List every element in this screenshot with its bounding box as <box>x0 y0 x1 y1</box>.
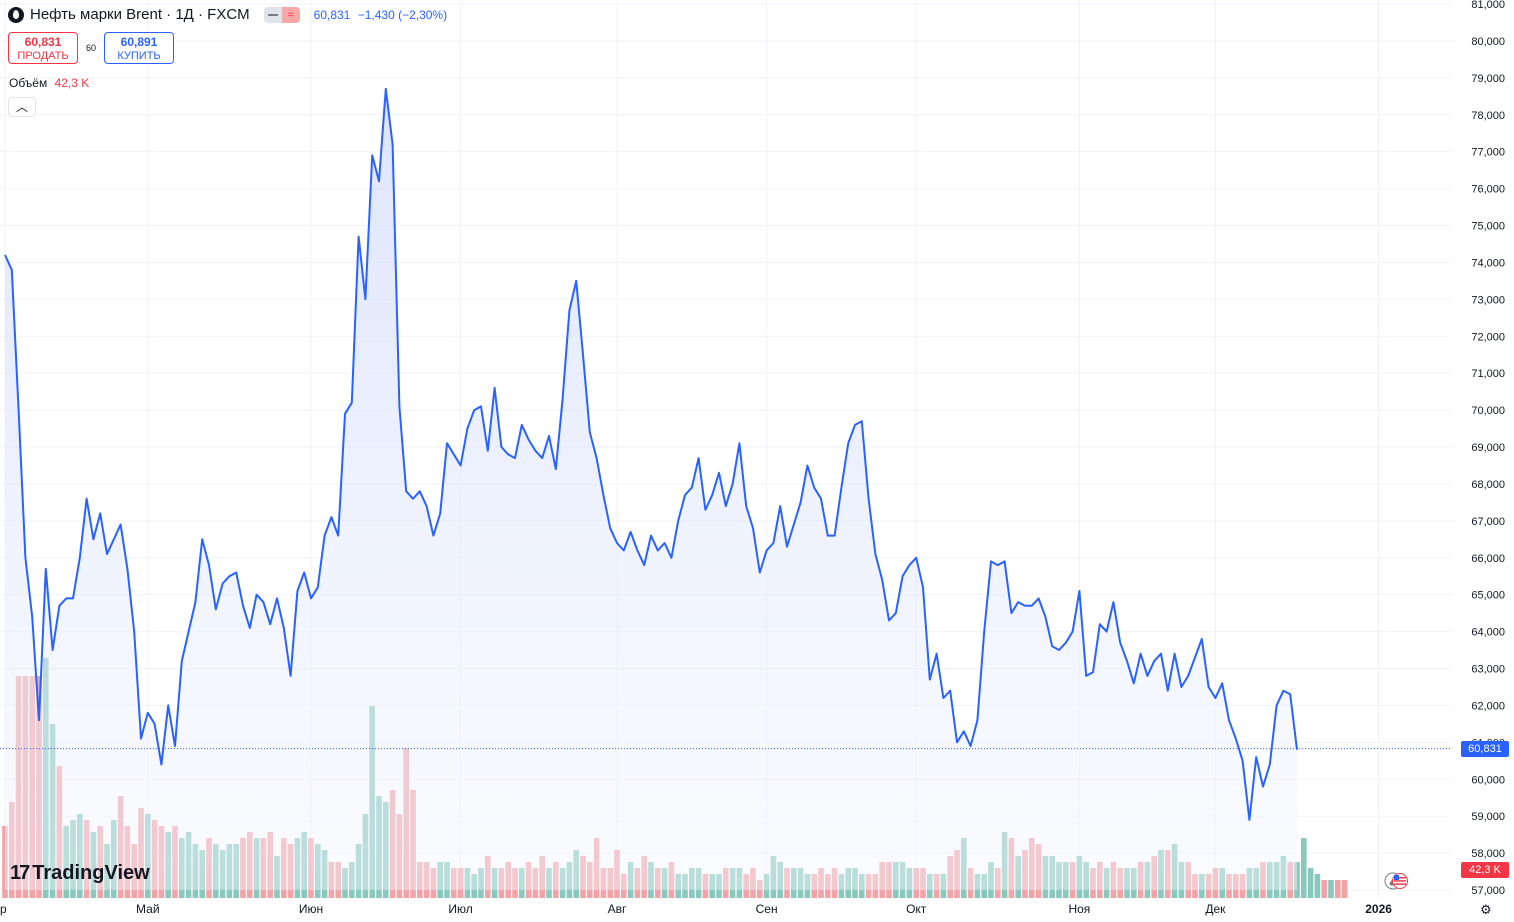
price-tick-label: 73,000 <box>1471 294 1505 306</box>
price-area <box>4 87 1298 890</box>
spread-value: 60 <box>85 43 96 53</box>
volume-bar <box>1341 880 1348 898</box>
time-tick-label: Май <box>136 902 160 916</box>
price-tick-label: 72,000 <box>1471 331 1505 343</box>
chart-header: Нефть марки Brent · 1Д · FXCM ≈ 60,831 −… <box>8 6 447 23</box>
symbol-title[interactable]: Нефть марки Brent · 1Д · FXCM <box>30 6 250 23</box>
last-quote: 60,831 −1,430 (−2,30%) <box>314 8 447 22</box>
time-tick-label: Авг <box>608 902 627 916</box>
logo-text: TradingView <box>32 862 150 884</box>
last-volume-badge: 42,3 K <box>1461 862 1509 878</box>
tv-logo-icon: 17 <box>10 862 30 884</box>
buy-price: 60,891 <box>120 35 158 49</box>
last-price-badge: 60,831 <box>1461 740 1509 757</box>
price-area-fill <box>5 88 1297 890</box>
price-tick-label: 58,000 <box>1471 848 1505 860</box>
chart-mode-toggle[interactable]: ≈ <box>263 6 300 23</box>
volume-bar <box>1301 838 1307 898</box>
time-tick-label: 2026 <box>1365 902 1392 916</box>
time-tick-label: Июн <box>299 902 323 916</box>
volume-value: 42,3 K <box>54 76 90 90</box>
time-tick-label: Дек <box>1205 902 1226 916</box>
price-tick-label: 80,000 <box>1471 36 1505 48</box>
time-tick-label: р <box>0 902 7 916</box>
us-flag-icon[interactable] <box>1384 872 1408 890</box>
price-tick-label: 75,000 <box>1471 221 1505 233</box>
sell-price: 60,831 <box>24 35 62 49</box>
buy-button[interactable]: 60,891 КУПИТЬ <box>104 32 174 64</box>
price-tick-label: 65,000 <box>1471 590 1505 602</box>
price-tick-label: 60,000 <box>1471 774 1505 786</box>
buy-label: КУПИТЬ <box>117 50 161 62</box>
volume-name: Объём <box>9 76 48 90</box>
volume-bar <box>1307 868 1314 898</box>
volume-bar <box>1321 880 1327 898</box>
time-tick-label: Сен <box>756 902 778 916</box>
sell-label: ПРОДАТЬ <box>17 50 69 62</box>
price-change: −1,430 (−2,30%) <box>357 7 448 22</box>
volume-legend[interactable]: Объём 42,3 K <box>9 76 89 90</box>
price-tick-label: 68,000 <box>1471 479 1505 491</box>
price-tick-label: 69,000 <box>1471 442 1505 454</box>
price-tick-label: 64,000 <box>1471 627 1505 639</box>
price-tick-label: 62,000 <box>1471 700 1505 712</box>
collapse-legend-button[interactable]: ︿ <box>8 97 36 117</box>
price-tick-label: 78,000 <box>1471 110 1505 122</box>
price-axis: 57,00058,00059,00060,00061,00062,00063,0… <box>1471 0 1505 897</box>
price-tick-label: 57,000 <box>1471 885 1505 897</box>
time-tick-label: Июл <box>448 902 472 916</box>
oil-drop-icon <box>8 6 24 23</box>
settings-gear-icon[interactable]: ⚙ <box>1480 902 1492 917</box>
sell-button[interactable]: 60,831 ПРОДАТЬ <box>8 32 78 64</box>
trade-panel: 60,831 ПРОДАТЬ 60 60,891 КУПИТЬ <box>8 32 174 64</box>
time-axis: р Май Июн Июл Авг Сен Окт Ноя Дек 2026 <box>0 902 1392 916</box>
price-tick-label: 59,000 <box>1471 811 1505 823</box>
minus-icon[interactable] <box>263 6 282 23</box>
price-tick-label: 67,000 <box>1471 516 1505 528</box>
chevron-up-icon: ︿ <box>15 100 28 114</box>
price-line <box>4 87 1298 821</box>
price-tick-label: 79,000 <box>1471 73 1505 85</box>
volume-bar <box>1335 880 1341 898</box>
volume-bar <box>1314 874 1321 898</box>
price-tick-label: 70,000 <box>1471 405 1505 417</box>
approx-icon[interactable]: ≈ <box>281 6 300 23</box>
price-tick-label: 71,000 <box>1471 368 1505 380</box>
tradingview-logo[interactable]: 17 TradingView <box>10 862 150 885</box>
price-tick-label: 63,000 <box>1471 664 1505 676</box>
price-tick-label: 74,000 <box>1471 257 1505 269</box>
last-price: 60,831 <box>313 7 351 22</box>
price-tick-label: 66,000 <box>1471 553 1505 565</box>
price-tick-label: 81,000 <box>1471 0 1505 11</box>
volume-bar <box>1328 880 1334 898</box>
price-tick-label: 77,000 <box>1471 147 1505 159</box>
time-tick-label: Окт <box>906 902 927 916</box>
price-tick-label: 76,000 <box>1471 184 1505 196</box>
time-tick-label: Ноя <box>1068 902 1090 916</box>
